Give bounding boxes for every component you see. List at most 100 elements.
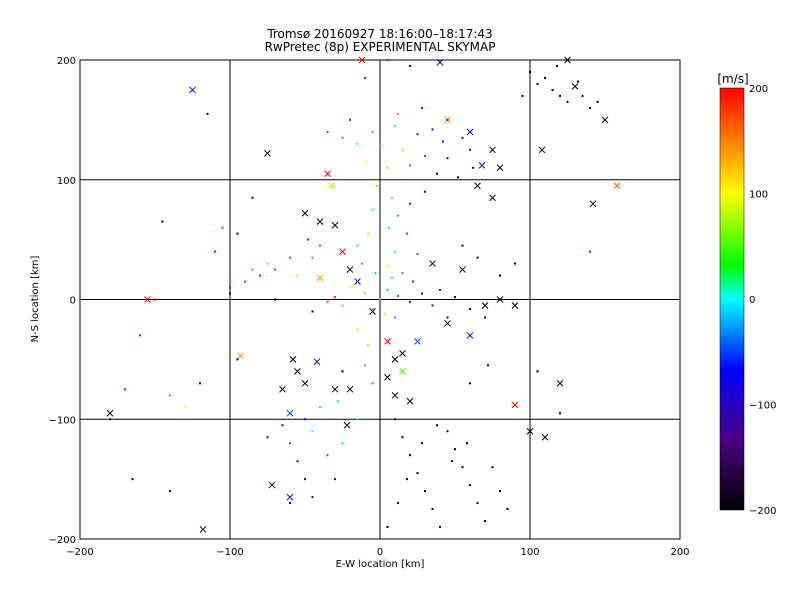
data-point-x <box>564 56 571 64</box>
data-point-dot <box>446 157 449 160</box>
data-point-x <box>106 409 114 417</box>
data-point-dot <box>394 124 396 127</box>
data-point-dot <box>409 300 411 303</box>
data-point-dot <box>289 256 291 259</box>
data-point-dot <box>461 466 464 469</box>
data-point-dot <box>461 244 464 247</box>
data-point-dot <box>521 94 524 97</box>
data-point-dot <box>311 496 314 499</box>
data-point-x <box>384 338 391 345</box>
data-point-x <box>571 82 579 90</box>
data-point-dot <box>361 262 363 265</box>
data-point-dot <box>514 262 516 265</box>
data-point-dot <box>416 472 419 475</box>
data-point-dot <box>371 308 374 311</box>
data-point-x <box>429 260 436 267</box>
data-point-dot <box>406 232 408 235</box>
data-point-x <box>474 182 481 190</box>
colorbar-tick-label: 0 <box>749 295 755 306</box>
data-point-dot <box>401 272 404 275</box>
data-point-dot <box>394 250 396 253</box>
data-point-dot <box>469 484 471 487</box>
data-point-dot <box>383 312 386 315</box>
data-point-x <box>489 146 496 154</box>
data-point-x <box>237 352 244 360</box>
data-point-dot <box>472 166 474 169</box>
colorbar-tick-label: −200 <box>749 506 776 517</box>
plot-area: −200 −100 0 100 200 −200 −100 0 100 200 <box>49 56 690 558</box>
data-point-x <box>358 56 366 64</box>
x-axis-label: E-W location [km] <box>336 559 425 570</box>
data-point-dot <box>577 80 579 83</box>
data-point-dot <box>386 288 389 291</box>
data-point-x <box>331 221 339 229</box>
colorbar-label: [m/s] <box>717 72 748 86</box>
data-point-x <box>301 379 309 387</box>
data-point-dot <box>311 256 314 259</box>
data-point-dot <box>289 502 291 505</box>
data-point-x <box>354 278 361 285</box>
data-point-dot <box>199 382 201 385</box>
data-point-dot <box>334 296 336 299</box>
data-point-dot <box>266 436 269 439</box>
data-point-x <box>511 401 519 409</box>
data-point-dot <box>454 296 456 299</box>
y-axis-label: N-S location [km] <box>30 256 41 343</box>
data-point-dot <box>349 118 351 121</box>
data-point-dot <box>506 508 509 511</box>
data-point-dot <box>341 370 344 373</box>
y-tick-label: 100 <box>57 176 76 187</box>
data-point-x <box>399 350 406 357</box>
data-point-x <box>436 59 444 66</box>
data-point-dot <box>439 526 441 529</box>
y-axis-ticks: −200 −100 0 100 200 <box>49 56 76 546</box>
data-point-dot <box>421 292 423 295</box>
data-point-dot <box>416 252 419 255</box>
data-point-dot <box>337 400 339 403</box>
data-point-dot <box>379 298 381 301</box>
data-point-dot <box>409 64 411 67</box>
data-point-dot <box>214 250 216 253</box>
colorbar-gradient <box>720 88 744 510</box>
data-point-dot <box>206 112 209 115</box>
colorbar: [m/s] 200 100 0 −100 −200 <box>717 72 776 517</box>
data-point-x <box>601 116 609 124</box>
x-axis-ticks: −200 −100 0 100 200 <box>66 547 689 558</box>
data-point-dot <box>487 364 489 367</box>
data-point-x <box>199 526 207 533</box>
data-point-dot <box>589 106 591 109</box>
data-point-dot <box>161 220 164 223</box>
data-point-dot <box>589 250 591 253</box>
data-point-dot <box>334 478 336 481</box>
data-point-x <box>496 296 504 303</box>
data-point-dot <box>401 436 404 439</box>
data-point-x <box>324 170 331 178</box>
data-point-dot <box>341 136 344 139</box>
data-point-dot <box>169 394 171 397</box>
data-point-dot <box>412 280 414 283</box>
grid-lines <box>80 60 680 539</box>
y-tick-label: 200 <box>57 56 76 67</box>
data-point-dot <box>109 418 111 421</box>
data-point-x <box>301 209 309 217</box>
data-point-dot <box>307 238 309 241</box>
data-point-x <box>384 373 391 381</box>
x-tick-label: 200 <box>670 547 689 558</box>
data-point-dot <box>484 520 486 523</box>
data-point-dot <box>379 145 381 148</box>
data-point-dot <box>476 256 479 259</box>
data-point-x <box>613 182 621 190</box>
x-tick-label: −200 <box>66 547 93 558</box>
data-point-dot <box>421 442 423 445</box>
data-point-x <box>489 194 496 202</box>
data-point-dot <box>364 292 366 295</box>
data-point-x <box>279 385 286 393</box>
data-point-x <box>481 302 489 309</box>
colorbar-frame <box>719 87 745 511</box>
x-tick-label: 0 <box>377 547 383 558</box>
data-point-dot <box>388 226 390 229</box>
data-point-dot <box>304 478 306 481</box>
data-point-dot <box>319 406 321 409</box>
data-point-dot <box>544 76 546 79</box>
data-point-dot <box>442 140 444 143</box>
